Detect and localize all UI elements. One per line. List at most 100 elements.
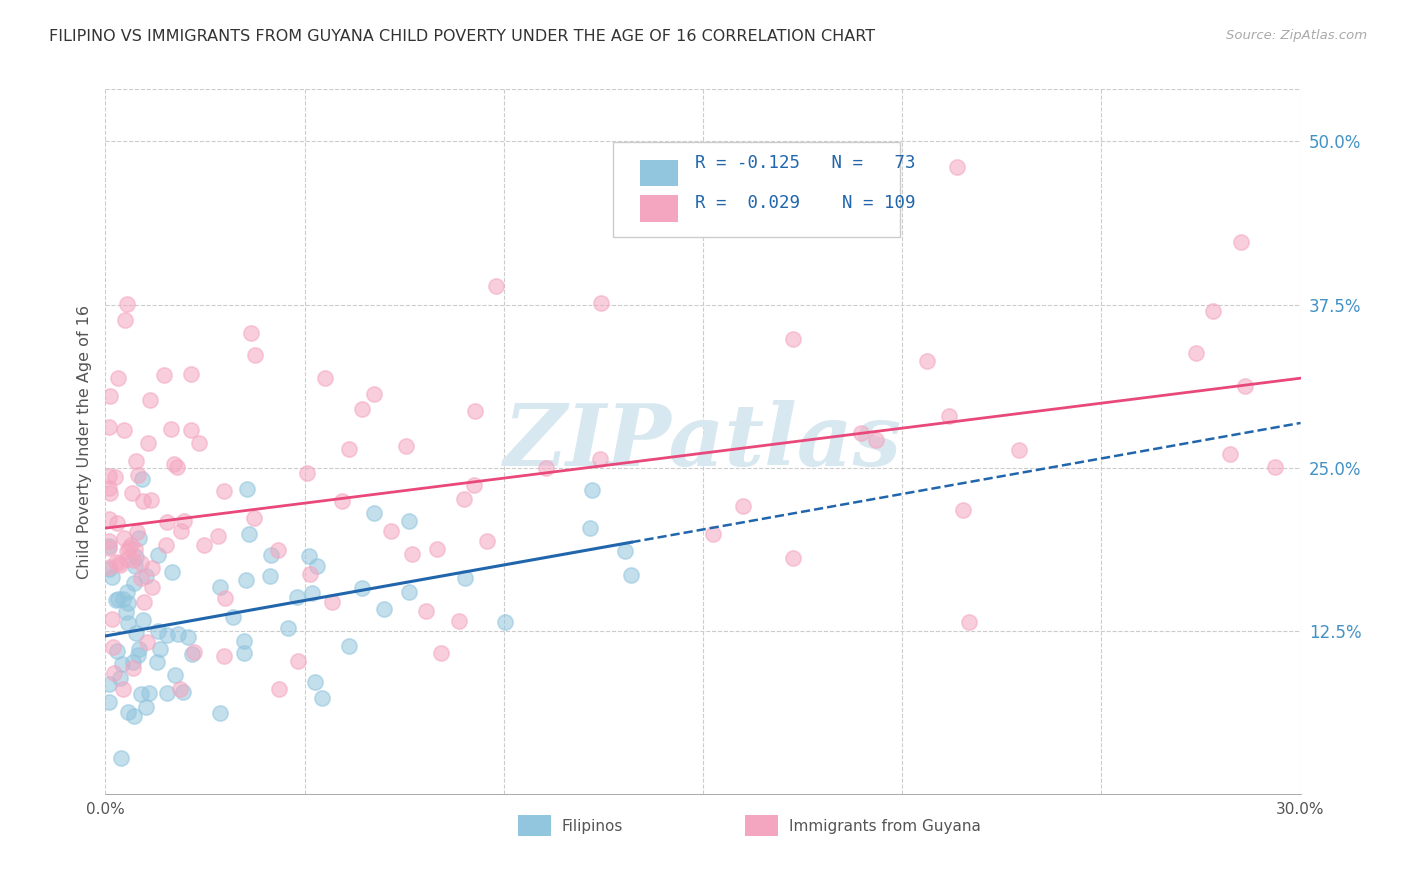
Immigrants from Guyana xyxy=(125,524,148,539)
Immigrants from Guyana xyxy=(107,556,129,570)
Filipinos xyxy=(105,644,128,658)
Filipinos xyxy=(233,646,256,660)
Immigrants from Guyana xyxy=(426,542,449,557)
Immigrants from Guyana xyxy=(243,511,266,525)
Filipinos xyxy=(110,751,132,765)
Immigrants from Guyana xyxy=(98,486,121,500)
Filipinos xyxy=(307,558,329,573)
Filipinos xyxy=(127,648,149,662)
Immigrants from Guyana xyxy=(214,591,236,606)
Immigrants from Guyana xyxy=(702,527,724,541)
Immigrants from Guyana xyxy=(193,539,215,553)
Immigrants from Guyana xyxy=(297,466,319,480)
Filipinos xyxy=(373,602,395,616)
Immigrants from Guyana xyxy=(463,478,485,492)
Filipinos xyxy=(613,544,636,558)
Immigrants from Guyana xyxy=(101,640,124,654)
Immigrants from Guyana xyxy=(129,556,152,570)
Filipinos xyxy=(135,700,157,714)
Immigrants from Guyana xyxy=(589,452,612,467)
Immigrants from Guyana xyxy=(125,454,148,468)
Filipinos xyxy=(337,639,360,653)
Filipinos xyxy=(311,690,333,705)
Immigrants from Guyana xyxy=(287,654,309,668)
Immigrants from Guyana xyxy=(120,538,142,552)
Immigrants from Guyana xyxy=(135,634,157,648)
Text: Filipinos: Filipinos xyxy=(562,820,623,835)
Filipinos xyxy=(117,616,139,631)
Filipinos xyxy=(620,567,643,582)
Filipinos xyxy=(494,615,516,630)
Immigrants from Guyana xyxy=(1184,346,1206,360)
Immigrants from Guyana xyxy=(938,409,960,424)
Immigrants from Guyana xyxy=(103,470,125,484)
Immigrants from Guyana xyxy=(534,461,557,475)
Immigrants from Guyana xyxy=(865,434,887,448)
Immigrants from Guyana xyxy=(141,580,163,594)
Immigrants from Guyana xyxy=(114,313,136,327)
Filipinos xyxy=(209,706,232,720)
Filipinos xyxy=(398,514,420,528)
Immigrants from Guyana xyxy=(98,512,121,526)
Filipinos xyxy=(107,592,129,607)
Immigrants from Guyana xyxy=(173,514,195,528)
Immigrants from Guyana xyxy=(395,439,418,453)
Immigrants from Guyana xyxy=(1233,379,1256,393)
Filipinos xyxy=(101,570,124,584)
Filipinos xyxy=(156,627,179,641)
Immigrants from Guyana xyxy=(1264,460,1286,475)
Filipinos xyxy=(304,675,326,690)
Filipinos xyxy=(124,709,146,723)
Filipinos xyxy=(105,592,128,607)
Text: Source: ZipAtlas.com: Source: ZipAtlas.com xyxy=(1226,29,1367,42)
Immigrants from Guyana xyxy=(1230,235,1253,249)
Immigrants from Guyana xyxy=(117,544,139,558)
Immigrants from Guyana xyxy=(1201,304,1223,318)
Immigrants from Guyana xyxy=(121,486,143,500)
Immigrants from Guyana xyxy=(415,604,437,618)
Immigrants from Guyana xyxy=(98,468,121,483)
Immigrants from Guyana xyxy=(952,503,974,517)
Immigrants from Guyana xyxy=(132,494,155,508)
Immigrants from Guyana xyxy=(115,296,138,310)
Immigrants from Guyana xyxy=(330,493,353,508)
Filipinos xyxy=(350,581,373,595)
Filipinos xyxy=(145,655,167,669)
Text: Immigrants from Guyana: Immigrants from Guyana xyxy=(789,820,981,835)
Immigrants from Guyana xyxy=(589,296,612,310)
Immigrants from Guyana xyxy=(1219,447,1241,461)
Immigrants from Guyana xyxy=(105,516,128,530)
Filipinos xyxy=(129,687,152,701)
Immigrants from Guyana xyxy=(363,387,385,401)
Immigrants from Guyana xyxy=(464,403,486,417)
Immigrants from Guyana xyxy=(98,481,121,495)
Immigrants from Guyana xyxy=(108,558,131,572)
Y-axis label: Child Poverty Under the Age of 16: Child Poverty Under the Age of 16 xyxy=(76,304,91,579)
Immigrants from Guyana xyxy=(152,368,174,382)
Filipinos xyxy=(135,569,157,583)
Filipinos xyxy=(581,483,603,497)
Immigrants from Guyana xyxy=(429,647,451,661)
Immigrants from Guyana xyxy=(103,665,125,680)
Filipinos xyxy=(115,585,138,599)
Filipinos xyxy=(138,686,160,700)
Filipinos xyxy=(122,576,145,591)
Immigrants from Guyana xyxy=(180,367,202,381)
Filipinos xyxy=(124,558,146,573)
Immigrants from Guyana xyxy=(100,389,122,403)
Immigrants from Guyana xyxy=(180,423,202,437)
Filipinos xyxy=(160,565,183,579)
Immigrants from Guyana xyxy=(127,468,149,483)
Immigrants from Guyana xyxy=(449,614,471,628)
Filipinos xyxy=(156,686,179,700)
Filipinos xyxy=(236,482,259,496)
Immigrants from Guyana xyxy=(98,533,121,548)
Filipinos xyxy=(117,596,139,610)
Immigrants from Guyana xyxy=(118,541,141,555)
Text: R =  0.029    N = 109: R = 0.029 N = 109 xyxy=(695,194,915,212)
Immigrants from Guyana xyxy=(350,401,373,416)
Immigrants from Guyana xyxy=(485,279,508,293)
Bar xyxy=(640,160,678,186)
Immigrants from Guyana xyxy=(169,682,191,697)
Filipinos xyxy=(125,550,148,565)
